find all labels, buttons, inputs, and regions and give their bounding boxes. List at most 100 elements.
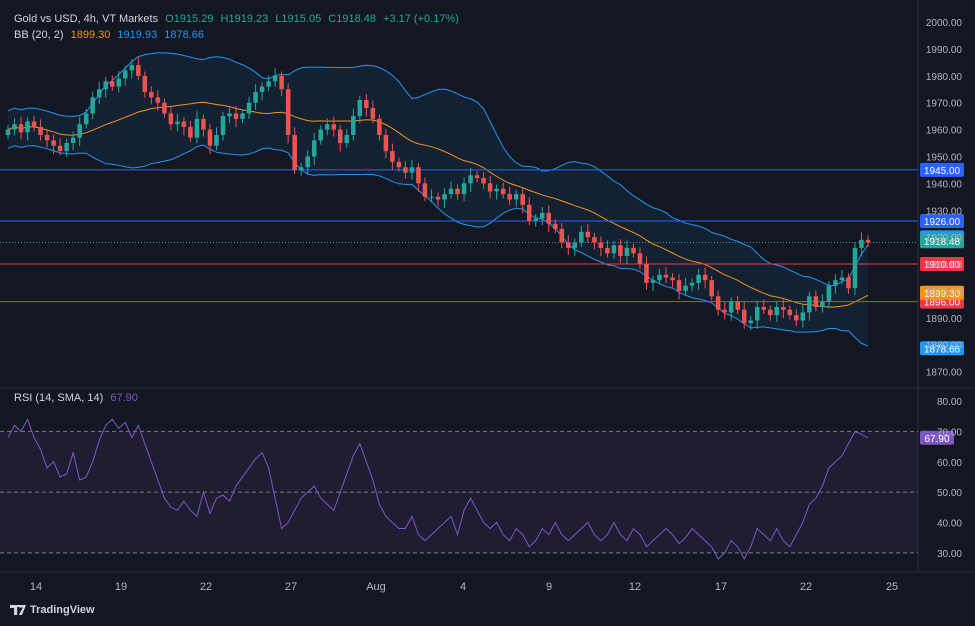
hline-tag-text: 1926.00 xyxy=(924,217,961,228)
candle-body xyxy=(533,218,538,222)
candle-body xyxy=(25,121,30,133)
price-tick-label: 1920.00 xyxy=(926,233,963,244)
time-tick-label: 27 xyxy=(285,581,297,593)
tradingview-logo[interactable]: TradingView xyxy=(10,604,95,616)
candle-body xyxy=(526,204,532,222)
candle-body xyxy=(142,75,148,92)
low-value: L1915.05 xyxy=(275,13,322,25)
candle-body xyxy=(364,100,369,109)
price-tick-label: 1930.00 xyxy=(926,206,963,217)
candle-body xyxy=(702,274,708,281)
candle-body xyxy=(435,196,441,200)
candle-body xyxy=(839,277,845,281)
candle-body xyxy=(285,89,291,135)
price-tick-label: 1970.00 xyxy=(926,99,963,110)
price-tag-text: 1899.30 xyxy=(924,289,961,300)
logo-text: TradingView xyxy=(30,604,95,616)
bb-mid-line xyxy=(7,101,869,308)
candle-body xyxy=(611,245,617,254)
candlesticks xyxy=(5,57,871,331)
candle-body xyxy=(461,183,467,195)
bb-upper-value: 1919.93 xyxy=(117,29,158,41)
time-tick-label: Aug xyxy=(366,581,386,593)
time-tick-label: 22 xyxy=(800,581,812,593)
hline-tag-1926.00 xyxy=(920,214,964,229)
candle-body xyxy=(109,81,115,87)
candle-body xyxy=(794,315,799,321)
candle-body xyxy=(748,320,753,324)
candle-body xyxy=(422,183,428,197)
candle-body xyxy=(416,167,421,184)
candle-body xyxy=(781,307,786,310)
candle-body xyxy=(539,212,545,219)
candle-body xyxy=(592,237,597,243)
candle-body xyxy=(403,167,408,173)
rsi-value: 67.90 xyxy=(110,392,138,404)
candle-body xyxy=(272,75,278,82)
candle-body xyxy=(520,194,525,205)
price-tag-text: 1918.48 xyxy=(924,237,961,248)
horizontal-lines: 1945.001926.001910.001896.001919.931918.… xyxy=(0,162,964,356)
time-tick-label: 9 xyxy=(546,581,552,593)
candle-body xyxy=(351,116,356,135)
candle-body xyxy=(318,129,323,141)
candle-body xyxy=(833,280,838,286)
candle-body xyxy=(859,239,864,248)
price-tick-label: 1890.00 xyxy=(926,314,963,325)
candle-body xyxy=(103,81,108,90)
candle-body xyxy=(500,188,506,195)
price-tick-label: 1980.00 xyxy=(926,72,963,83)
candle-body xyxy=(266,81,271,87)
candle-body xyxy=(429,196,434,198)
hline-tag-1910.00 xyxy=(920,257,964,272)
price-tag-1918.48 xyxy=(920,234,964,249)
candle-body xyxy=(546,212,552,224)
price-tick-label: 1940.00 xyxy=(926,179,963,190)
candle-body xyxy=(728,301,734,313)
candle-body xyxy=(123,70,128,79)
rsi-label: RSI (14, SMA, 14) xyxy=(14,392,104,404)
candle-body xyxy=(324,124,330,130)
candle-body xyxy=(383,134,389,152)
price-tag-text: 1878.66 xyxy=(924,344,961,355)
candle-body xyxy=(566,242,571,248)
tradingview-logo-icon xyxy=(10,605,26,615)
candle-body xyxy=(409,167,415,173)
hline-tag-text: 1896.00 xyxy=(924,298,961,309)
rsi-tick-label: 50.00 xyxy=(937,488,962,499)
candle-body xyxy=(631,247,636,254)
price-tag-1878.66 xyxy=(920,341,964,356)
candle-body xyxy=(605,247,610,254)
time-tick-label: 17 xyxy=(715,581,727,593)
candle-body xyxy=(513,194,519,200)
rsi-legend: RSI (14, SMA, 14) 67.90 xyxy=(14,392,142,404)
candle-body xyxy=(279,75,284,90)
time-tick-label: 25 xyxy=(886,581,898,593)
candle-body xyxy=(5,129,11,135)
candle-body xyxy=(644,264,649,283)
rsi-tick-label: 40.00 xyxy=(937,518,962,529)
candle-body xyxy=(826,285,832,302)
candle-body xyxy=(852,247,858,289)
candle-body xyxy=(90,97,95,114)
candle-body xyxy=(768,309,773,316)
candle-body xyxy=(657,274,662,281)
candle-body xyxy=(598,242,604,248)
candle-body xyxy=(344,134,350,144)
candle-body xyxy=(77,124,82,138)
candle-body xyxy=(44,134,50,141)
time-tick-label: 14 xyxy=(30,581,42,593)
rsi-value-tag xyxy=(920,430,954,445)
candle-body xyxy=(168,113,174,125)
candle-body xyxy=(396,161,402,168)
bb-label: BB (20, 2) xyxy=(14,29,64,41)
candle-body xyxy=(754,307,760,321)
candle-body xyxy=(155,97,161,103)
candle-body xyxy=(442,194,447,200)
candle-body xyxy=(357,100,363,117)
rsi-pane: 67.90 xyxy=(0,418,954,560)
candle-body xyxy=(448,188,454,195)
price-tick-label: 1900.00 xyxy=(926,287,963,298)
candle-body xyxy=(663,274,669,278)
